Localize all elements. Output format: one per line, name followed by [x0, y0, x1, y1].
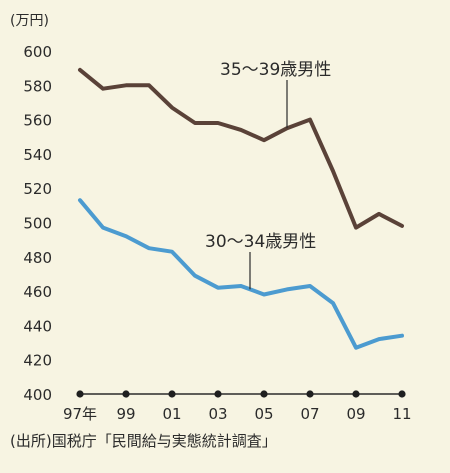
x-tick-dot-03: [214, 390, 222, 398]
x-tick-label-01: 01: [162, 405, 181, 423]
series-label-1: 35〜39歳男性: [220, 60, 331, 80]
x-tick-label-11: 11: [392, 405, 411, 423]
y-tick-label-460: 460: [23, 283, 52, 301]
y-tick-label-580: 580: [23, 77, 52, 95]
y-axis-ticks: 400 420 440 460 480 500 520 540 560 580 600: [23, 43, 52, 404]
x-tick-label-09: 09: [346, 405, 365, 423]
y-tick-label-400: 400: [23, 386, 52, 404]
x-tick-label-99: 99: [116, 405, 135, 423]
series-label-2: 30〜34歳男性: [205, 232, 316, 252]
series-layer: [78, 67, 404, 350]
source-note: (出所)国税庁「民間給与実態統計調査」: [10, 432, 277, 450]
x-tick-dot-11: [398, 390, 406, 398]
x-tick-label-03: 03: [208, 405, 227, 423]
y-tick-label-540: 540: [23, 146, 52, 164]
x-axis-ticks: 97年 99 01 03 05 07 09 11: [63, 390, 412, 423]
x-tick-dot-05: [260, 390, 268, 398]
y-tick-label-440: 440: [23, 317, 52, 335]
x-tick-label-97: 97年: [63, 405, 97, 423]
series-line-1: [78, 67, 404, 230]
y-tick-label-520: 520: [23, 180, 52, 198]
x-tick-dot-09: [352, 390, 360, 398]
x-tick-dot-07: [306, 390, 314, 398]
unit-label: (万円): [10, 13, 49, 29]
x-tick-dot-97: [76, 390, 84, 398]
x-tick-dot-99: [122, 390, 130, 398]
x-tick-dot-01: [168, 390, 176, 398]
x-tick-label-05: 05: [254, 405, 273, 423]
series-callouts: 35〜39歳男性 30〜34歳男性: [205, 60, 331, 290]
y-tick-label-560: 560: [23, 112, 52, 130]
x-tick-label-07: 07: [300, 405, 319, 423]
y-tick-label-480: 480: [23, 249, 52, 267]
y-tick-label-500: 500: [23, 215, 52, 233]
y-tick-label-600: 600: [23, 43, 52, 61]
series-line-2: [78, 198, 404, 350]
y-tick-label-420: 420: [23, 352, 52, 370]
